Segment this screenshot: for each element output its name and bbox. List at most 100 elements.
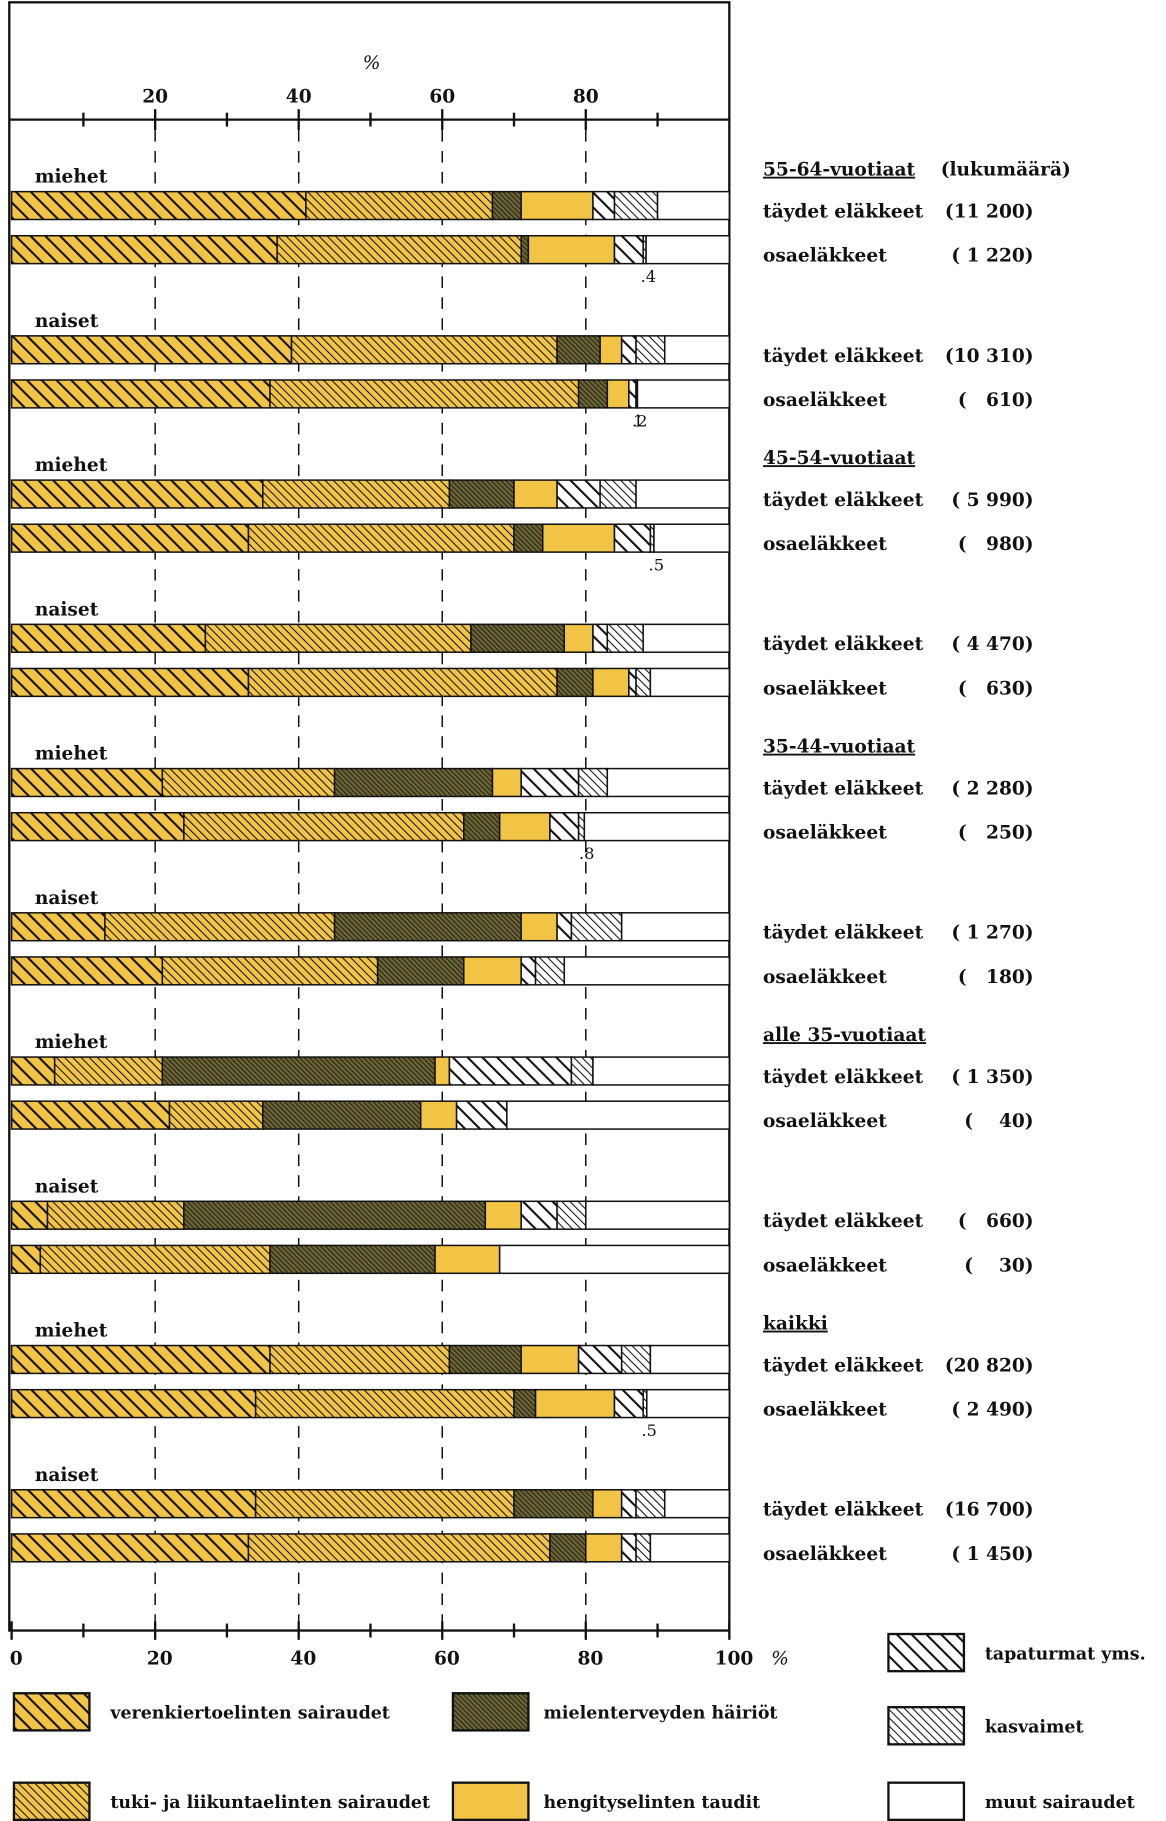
bar-segment: [39, 1244, 271, 1275]
count-label: ( 2 490): [951, 1400, 1033, 1421]
bar-segment: [470, 623, 566, 653]
count-label: ( 40): [964, 1111, 1033, 1132]
count-label: ( 660): [958, 1211, 1034, 1232]
top-x-tick-label: 40: [286, 87, 312, 108]
bar-segment: [563, 956, 731, 986]
bar-segment: [10, 234, 278, 265]
bar-segment: [448, 479, 515, 509]
category-label: täydet eläkkeet: [763, 923, 924, 944]
bar-segment: [520, 190, 594, 221]
sex-label: naiset: [35, 599, 99, 620]
category-label: täydet eläkkeet: [763, 202, 924, 223]
category-label: täydet eläkkeet: [763, 1355, 924, 1376]
legend-swatch: [887, 1632, 966, 1673]
count-label: ( 250): [958, 823, 1034, 844]
bar-segment: [247, 667, 558, 698]
bar-segment: [613, 523, 652, 553]
bar-segment: [570, 1056, 594, 1086]
category-label: täydet eläkkeet: [763, 1211, 924, 1232]
top-x-tick-label: 20: [142, 87, 168, 108]
bar-segment: [642, 623, 731, 653]
bar-segment: [333, 767, 494, 798]
sex-label: naiset: [35, 311, 99, 332]
legend-label: verenkiertoelinten sairaudet: [109, 1704, 390, 1724]
bar-segment: [254, 1388, 515, 1419]
bar-segment: [491, 190, 522, 221]
bar-segment: [592, 667, 630, 698]
count-label: (11 200): [945, 202, 1034, 223]
bar-segment: [161, 956, 379, 986]
bar-segment: [247, 1533, 551, 1563]
category-label: osaeläkkeet: [763, 534, 887, 555]
bar-segment: [592, 1056, 731, 1086]
legend-label: mielenterveyden häiriöt: [544, 1704, 778, 1724]
count-label: ( 630): [958, 678, 1034, 699]
bar-segment: [10, 811, 185, 842]
bar-segment: [513, 479, 558, 509]
bar-segment: [10, 379, 271, 409]
bar-segment: [663, 335, 731, 365]
category-label: osaeläkkeet: [763, 1111, 887, 1132]
bar-segment: [333, 912, 522, 942]
bar-segment: [520, 956, 537, 986]
bar-segment: [541, 523, 616, 553]
sex-label: miehet: [35, 744, 108, 765]
bar-segment: [513, 1388, 537, 1419]
bar-segment: [484, 1200, 522, 1230]
category-label: täydet eläkkeet: [763, 346, 924, 367]
value-label: .5: [649, 556, 665, 575]
bar-segment: [161, 1056, 436, 1086]
bar-segment: [606, 379, 630, 409]
bar-segment: [656, 190, 731, 221]
bar-segment: [620, 912, 731, 942]
bar-segment: [577, 811, 586, 842]
category-label: täydet eläkkeet: [763, 1500, 924, 1521]
bar-segment: [577, 767, 609, 798]
value-label: .2: [632, 411, 648, 430]
bar-segment: [262, 1100, 422, 1130]
bar-segment: [649, 1533, 731, 1563]
legend-swatch: [887, 1706, 966, 1746]
bar-segment: [556, 912, 573, 942]
bar-segment: [247, 523, 515, 553]
x-tick-label: 20: [147, 1649, 173, 1670]
sex-label: miehet: [35, 455, 108, 476]
bar-segment: [645, 234, 731, 265]
bar-segment: [628, 379, 637, 409]
category-label: täydet eläkkeet: [763, 634, 924, 655]
count-label: ( 5 990): [951, 490, 1033, 511]
bar-segment: [583, 811, 731, 842]
bar-segment: [10, 190, 307, 221]
bar-segment: [592, 623, 609, 653]
bar-segment: [556, 479, 601, 509]
bar-segment: [434, 1244, 501, 1275]
bar-segment: [506, 1100, 731, 1130]
category-label: osaeläkkeet: [763, 1544, 887, 1565]
sex-label: miehet: [35, 167, 108, 188]
bar-segment: [376, 956, 465, 986]
bar-segment: [635, 1533, 652, 1563]
bar-segment: [513, 1489, 594, 1519]
x-tick-label: 40: [290, 1649, 316, 1670]
count-label: ( 1 350): [951, 1067, 1033, 1088]
bar-segment: [46, 1200, 185, 1230]
bar-segment: [549, 811, 580, 842]
bar-segment: [254, 1489, 515, 1519]
bar-segment: [269, 1244, 436, 1275]
bar-segment: [520, 1344, 580, 1375]
bar-segment: [10, 667, 250, 698]
bar-segment: [10, 767, 164, 798]
value-label: .4: [641, 267, 657, 286]
bar-segment: [305, 190, 494, 221]
bar-segment: [10, 1100, 171, 1130]
count-label: ( 1 270): [951, 923, 1033, 944]
bar-segment: [520, 767, 580, 798]
bar-segment: [204, 623, 472, 653]
x-tick-label: 0: [10, 1649, 23, 1670]
bar-segment: [10, 1244, 42, 1275]
bar-segment: [104, 912, 336, 942]
legend-swatch: [887, 1781, 966, 1821]
count-label: ( 2 280): [951, 778, 1033, 799]
bar-segment: [620, 1489, 637, 1519]
bar-segment: [585, 1533, 623, 1563]
